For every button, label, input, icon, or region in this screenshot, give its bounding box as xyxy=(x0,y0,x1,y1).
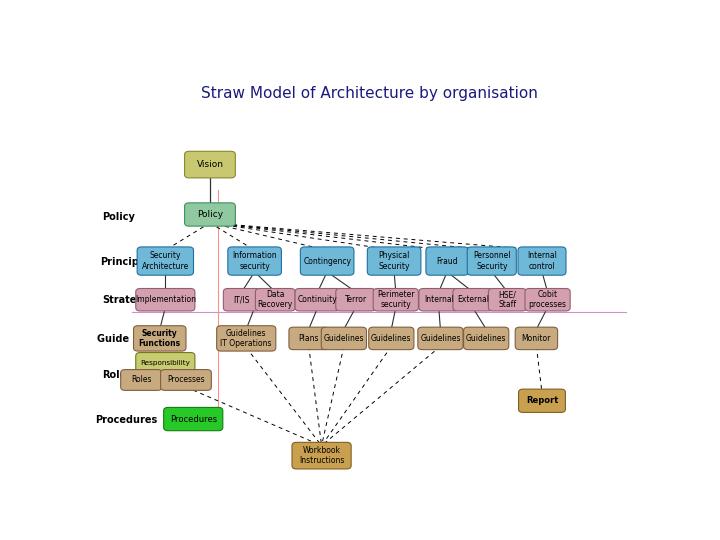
Text: Data
Recovery: Data Recovery xyxy=(258,290,293,309)
FancyBboxPatch shape xyxy=(289,327,328,349)
FancyBboxPatch shape xyxy=(184,203,235,226)
Text: IT/IS: IT/IS xyxy=(233,295,250,304)
FancyBboxPatch shape xyxy=(321,327,366,349)
FancyBboxPatch shape xyxy=(516,327,557,349)
FancyBboxPatch shape xyxy=(292,442,351,469)
FancyBboxPatch shape xyxy=(137,247,194,275)
Text: Continuity: Continuity xyxy=(298,295,338,304)
FancyBboxPatch shape xyxy=(256,288,295,311)
Text: Straw Model of Architecture by organisation: Straw Model of Architecture by organisat… xyxy=(201,86,537,102)
Text: Perimeter
security: Perimeter security xyxy=(377,290,415,309)
Text: Roles: Roles xyxy=(131,375,152,384)
Text: Responsibility: Responsibility xyxy=(140,360,190,366)
FancyBboxPatch shape xyxy=(464,327,509,349)
FancyBboxPatch shape xyxy=(373,288,418,311)
FancyBboxPatch shape xyxy=(418,327,463,349)
FancyBboxPatch shape xyxy=(223,288,260,311)
Text: Guidelines: Guidelines xyxy=(466,334,506,343)
Text: Report: Report xyxy=(526,396,558,405)
Text: Procedures: Procedures xyxy=(96,415,158,426)
FancyBboxPatch shape xyxy=(161,369,212,390)
Text: Information
security: Information security xyxy=(233,251,277,271)
Text: Cobit
processes: Cobit processes xyxy=(528,290,567,309)
FancyBboxPatch shape xyxy=(419,288,459,311)
FancyBboxPatch shape xyxy=(300,247,354,275)
FancyBboxPatch shape xyxy=(488,288,526,311)
FancyBboxPatch shape xyxy=(121,369,162,390)
Text: Guidelines
IT Operations: Guidelines IT Operations xyxy=(220,329,272,348)
Text: Guide Lines: Guide Lines xyxy=(96,334,161,344)
FancyBboxPatch shape xyxy=(184,151,235,178)
Text: Workbook
Instructions: Workbook Instructions xyxy=(299,446,344,465)
FancyBboxPatch shape xyxy=(295,288,341,311)
Text: Contingency: Contingency xyxy=(303,256,351,266)
Text: Procedures: Procedures xyxy=(170,415,217,423)
Text: Physical
Security: Physical Security xyxy=(379,251,410,271)
Text: HSE/
Staff: HSE/ Staff xyxy=(498,290,516,309)
FancyBboxPatch shape xyxy=(136,288,195,311)
Text: Fraud: Fraud xyxy=(436,256,458,266)
FancyBboxPatch shape xyxy=(367,247,421,275)
FancyBboxPatch shape xyxy=(518,389,565,413)
Text: Guidelines: Guidelines xyxy=(371,334,412,343)
FancyBboxPatch shape xyxy=(228,247,282,275)
Text: Processes: Processes xyxy=(167,375,204,384)
FancyBboxPatch shape xyxy=(426,247,468,275)
FancyBboxPatch shape xyxy=(163,407,222,431)
FancyBboxPatch shape xyxy=(217,326,276,351)
FancyBboxPatch shape xyxy=(467,247,516,275)
FancyBboxPatch shape xyxy=(336,288,375,311)
Text: Personnel
Security: Personnel Security xyxy=(473,251,510,271)
Text: Roles: Roles xyxy=(102,369,132,380)
Text: Policy: Policy xyxy=(102,212,135,221)
Text: Internal
control: Internal control xyxy=(527,251,557,271)
Text: Monitor: Monitor xyxy=(522,334,551,343)
FancyBboxPatch shape xyxy=(518,247,566,275)
Text: Security
Architecture: Security Architecture xyxy=(142,251,189,271)
Text: Principles: Principles xyxy=(100,257,155,267)
Text: Policy: Policy xyxy=(197,210,223,219)
FancyBboxPatch shape xyxy=(136,353,195,373)
Text: Guidelines: Guidelines xyxy=(420,334,461,343)
FancyBboxPatch shape xyxy=(453,288,492,311)
Text: Terror: Terror xyxy=(345,295,366,304)
Text: Security
Functions: Security Functions xyxy=(139,329,181,348)
Text: Vision: Vision xyxy=(197,160,223,169)
FancyBboxPatch shape xyxy=(133,326,186,351)
Text: Internal: Internal xyxy=(424,295,454,304)
FancyBboxPatch shape xyxy=(369,327,414,349)
Text: Strategy: Strategy xyxy=(102,295,150,305)
Text: Implementation: Implementation xyxy=(135,295,196,304)
Text: Plans: Plans xyxy=(299,334,319,343)
Text: External: External xyxy=(456,295,489,304)
Text: Guidelines: Guidelines xyxy=(324,334,364,343)
FancyBboxPatch shape xyxy=(525,288,570,311)
